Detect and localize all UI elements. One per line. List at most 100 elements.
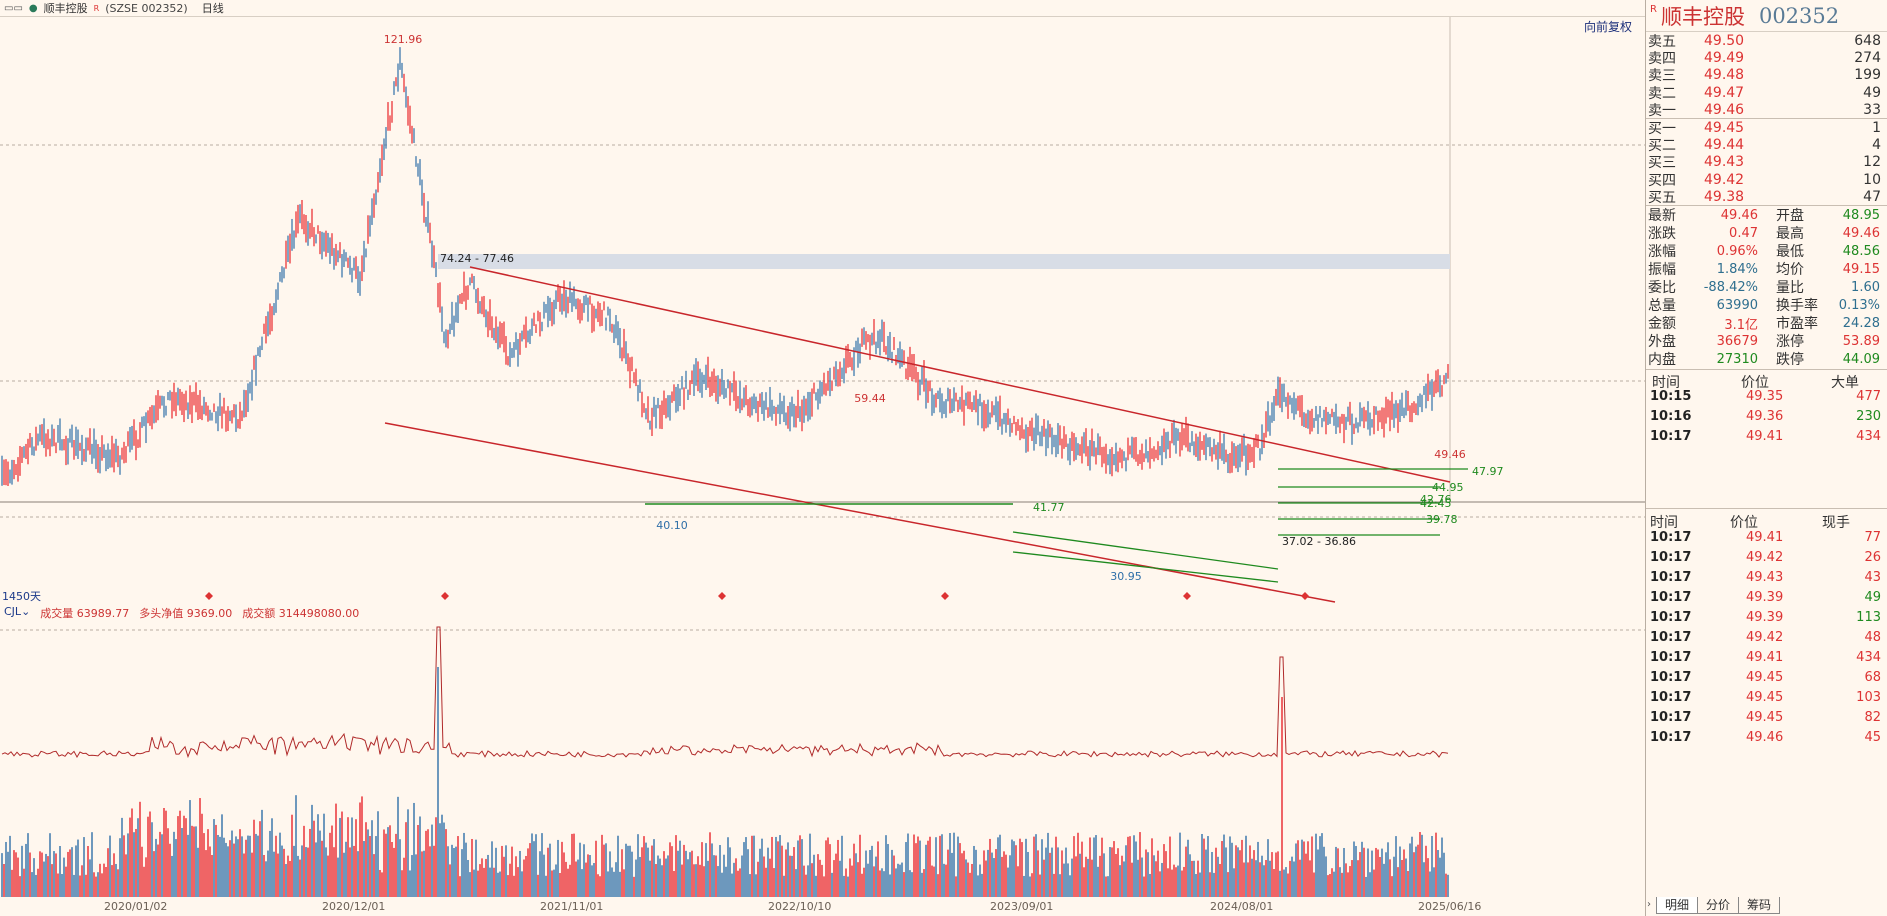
amount-label: 成交额	[242, 607, 276, 620]
stat-label: 振幅	[1648, 262, 1676, 278]
divider	[1646, 118, 1887, 119]
stat-label: 涨幅	[1648, 244, 1676, 260]
stat-value: 48.95	[1842, 207, 1880, 223]
ask-row[interactable]: 卖五 49.50 648	[1646, 32, 1887, 50]
ask-row[interactable]: 卖四 49.49 274	[1646, 49, 1887, 67]
stat-label: 市盈率	[1776, 316, 1818, 332]
row-volume: 49	[1864, 590, 1881, 605]
stat-label: 内盘	[1648, 352, 1676, 368]
price-label: 37.02 - 36.86	[1282, 535, 1356, 548]
quote-stat: 涨跌 0.47	[1648, 224, 1758, 243]
row-time: 10:17	[1650, 670, 1692, 685]
stat-value: 0.47	[1729, 225, 1758, 241]
bid-volume: 1	[1872, 119, 1881, 136]
bid-label: 买二	[1648, 137, 1676, 154]
tick-row[interactable]: 10:17 49.46 45	[1646, 727, 1887, 751]
price-label: 59.44	[854, 392, 886, 405]
quote-stat: 市盈率 24.28	[1776, 314, 1880, 333]
price-label: 40.10	[656, 519, 688, 532]
row-price: 49.46	[1746, 730, 1784, 745]
price-label: 74.24 - 77.46	[440, 252, 514, 265]
tick-row[interactable]: 10:17 49.39 49	[1646, 587, 1887, 611]
tab-scroll-icon[interactable]: ›	[1647, 899, 1651, 910]
big-order-row[interactable]: 10:15 49.35 477	[1646, 386, 1887, 410]
row-volume: 48	[1864, 630, 1881, 645]
period-selector[interactable]: 日线	[201, 2, 224, 15]
tick-row[interactable]: 10:17 49.41 77	[1646, 527, 1887, 551]
stock-code: 002352	[1758, 3, 1840, 28]
bid-row[interactable]: 买三 49.43 12	[1646, 154, 1887, 171]
event-marker-icon	[718, 592, 726, 600]
price-label: 39.78	[1426, 513, 1458, 526]
row-time: 10:17	[1650, 530, 1692, 545]
ask-row[interactable]: 卖二 49.47 49	[1646, 84, 1887, 102]
row-price: 49.41	[1746, 530, 1784, 545]
big-order-row[interactable]: 10:16 49.36 230	[1646, 406, 1887, 430]
tick-row[interactable]: 10:17 49.45 103	[1646, 687, 1887, 711]
bid-row[interactable]: 买五 49.38 47	[1646, 189, 1887, 206]
ask-volume: 49	[1863, 84, 1881, 101]
panel-divider[interactable]	[1645, 0, 1646, 916]
stock-name: 顺丰控股	[43, 2, 88, 15]
price-label: 30.95	[1110, 570, 1142, 583]
ask-price: 49.49	[1704, 49, 1745, 66]
row-volume: 45	[1864, 730, 1881, 745]
row-time: 10:17	[1650, 570, 1692, 585]
tick-row[interactable]: 10:17 49.41 434	[1646, 647, 1887, 671]
ask-row[interactable]: 卖三 49.48 199	[1646, 67, 1887, 84]
tab-price-dist[interactable]: 分价	[1697, 897, 1740, 914]
tab-chips[interactable]: 筹码	[1738, 897, 1781, 914]
row-volume: 230	[1856, 409, 1881, 424]
candlestick-chart[interactable]: 121.96 74.24 - 77.46 59.44 40.10 41.77 30.95 3…	[0, 17, 1645, 898]
ask-volume: 199	[1854, 67, 1881, 84]
stat-value: -88.42%	[1703, 279, 1758, 295]
bid-row[interactable]: 买二 49.44 4	[1646, 136, 1887, 154]
support-line	[1012, 551, 1279, 583]
title-bar: ▭▭ ● 顺丰控股 R (SZSE 002352) 日线	[0, 0, 1645, 17]
indicator-selector[interactable]: CJL⌄	[4, 605, 31, 618]
bid-row[interactable]: 买四 49.42 10	[1646, 171, 1887, 189]
row-volume: 68	[1864, 670, 1881, 685]
row-volume: 26	[1864, 550, 1881, 565]
stat-value: 49.46	[1720, 207, 1758, 223]
row-volume: 113	[1856, 610, 1881, 625]
price-label: 49.46	[1434, 448, 1466, 461]
price-label: 121.96	[384, 33, 423, 46]
tick-row[interactable]: 10:17 49.39 113	[1646, 607, 1887, 631]
stat-value: 49.15	[1842, 261, 1880, 277]
stat-label: 均价	[1776, 262, 1804, 278]
bid-label: 买三	[1648, 155, 1676, 172]
row-time: 10:17	[1650, 630, 1692, 645]
quote-stat: 最低 48.56	[1776, 242, 1880, 261]
row-time: 10:17	[1650, 690, 1692, 705]
quote-stat: 均价 49.15	[1776, 260, 1880, 279]
tick-row[interactable]: 10:17 49.42 26	[1646, 547, 1887, 571]
row-volume: 477	[1856, 389, 1881, 404]
tick-row[interactable]: 10:17 49.45 82	[1646, 707, 1887, 731]
row-time: 10:17	[1650, 429, 1692, 444]
ask-row[interactable]: 卖一 49.46 33	[1646, 102, 1887, 119]
big-order-row[interactable]: 10:17 49.41 434	[1646, 426, 1887, 450]
stat-label: 涨停	[1776, 334, 1804, 350]
row-time: 10:15	[1650, 389, 1692, 404]
bid-price: 49.43	[1704, 154, 1745, 171]
tick-row[interactable]: 10:17 49.45 68	[1646, 667, 1887, 691]
price-adjust-button[interactable]: 向前复权	[1584, 20, 1633, 34]
ask-volume: 33	[1863, 102, 1881, 119]
row-price: 49.42	[1746, 550, 1784, 565]
tick-row[interactable]: 10:17 49.42 48	[1646, 627, 1887, 651]
bid-row[interactable]: 买一 49.45 1	[1646, 119, 1887, 137]
window-tile-icon[interactable]: ▭▭	[4, 2, 23, 14]
stat-label: 换手率	[1776, 298, 1818, 314]
date-label: 2024/08/01	[1210, 900, 1274, 913]
date-axis: 2020/01/02 2020/12/01 2021/11/01 2022/10…	[0, 898, 1645, 916]
stat-label: 最新	[1648, 208, 1676, 224]
net-label: 多头净值	[139, 607, 184, 620]
stock-symbol: (SZSE 002352)	[105, 1, 188, 15]
tab-detail[interactable]: 明细	[1656, 897, 1699, 914]
tick-row[interactable]: 10:17 49.43 43	[1646, 567, 1887, 591]
quote-stat: 最高 49.46	[1776, 224, 1880, 243]
quote-stat: 量比 1.60	[1776, 278, 1880, 297]
bid-volume: 4	[1872, 136, 1881, 153]
row-price: 49.41	[1746, 650, 1784, 665]
